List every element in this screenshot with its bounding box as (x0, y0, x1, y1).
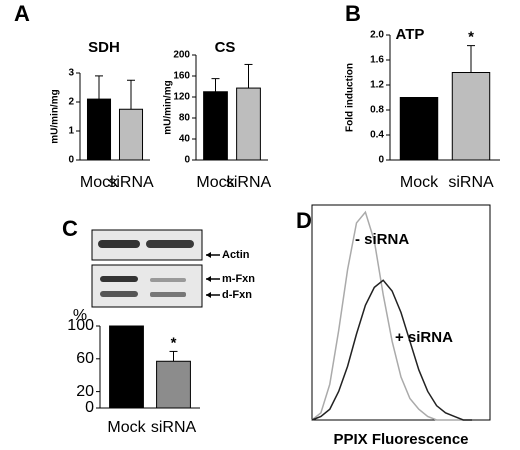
y-tick-label: 40 (179, 134, 191, 145)
y-tick-label: 0 (85, 399, 94, 416)
chart-title: SDH (88, 39, 120, 56)
significance-mark: * (171, 334, 177, 351)
arrow-head (206, 252, 211, 258)
blot-band (150, 292, 186, 297)
y-tick-label: 2.0 (370, 30, 384, 41)
y-tick-label: 60 (76, 350, 94, 367)
y-tick-label: 200 (173, 50, 190, 61)
blot-band (100, 291, 138, 297)
y-tick-label: 1.2 (370, 80, 384, 91)
panel-letter: B (345, 1, 361, 26)
y-tick-label: 20 (76, 383, 94, 400)
y-tick-label: 80 (179, 113, 191, 124)
x-tick-label: siRNA (448, 174, 494, 191)
x-tick-label: Mock (400, 174, 439, 191)
blot-label: m-Fxn (222, 273, 255, 285)
y-tick-label: 0.8 (370, 105, 384, 116)
blot-band (100, 276, 138, 282)
bar (118, 108, 144, 161)
x-tick-label: Mock (196, 174, 235, 191)
y-tick-label: 100 (67, 317, 94, 334)
y-axis-label: % (73, 307, 87, 324)
bar (451, 72, 491, 161)
y-axis-label: Fold induction (345, 63, 356, 132)
x-tick-label: Mock (107, 419, 146, 436)
y-tick-label: 160 (173, 71, 190, 82)
blot-band (146, 240, 194, 248)
chart-title: CS (215, 39, 236, 56)
y-tick-label: 120 (173, 92, 190, 103)
panel-letter: D (296, 208, 312, 233)
y-tick-label: 0 (378, 155, 384, 166)
bar (109, 325, 144, 409)
chart-title: ATP (396, 26, 425, 43)
series-label: + siRNA (395, 329, 453, 346)
bar (236, 87, 261, 161)
histogram-line (311, 210, 473, 421)
bar (399, 97, 439, 161)
blot-band (98, 240, 140, 248)
blot-label: Actin (222, 249, 250, 261)
y-axis-label: mU/min/mg (50, 89, 61, 143)
x-tick-label: siRNA (151, 419, 197, 436)
bar (156, 360, 191, 409)
plot-frame (311, 204, 491, 421)
y-tick-label: 0 (68, 155, 74, 166)
y-tick-label: 1.6 (370, 55, 384, 66)
blot-label: d-Fxn (222, 289, 252, 301)
y-tick-label: 0 (184, 155, 190, 166)
bar (203, 91, 228, 161)
bar (86, 98, 112, 161)
x-tick-label: siRNA (108, 174, 154, 191)
panel-letter: C (62, 216, 78, 241)
y-tick-label: 3 (68, 68, 74, 79)
x-tick-label: siRNA (226, 174, 272, 191)
y-tick-label: 1 (68, 126, 74, 137)
significance-mark: * (468, 29, 474, 46)
blot-frame (91, 264, 203, 308)
y-axis-label: mU/min/mg (163, 80, 174, 134)
arrow-head (206, 276, 211, 282)
y-tick-label: 2 (68, 97, 74, 108)
histogram-line (311, 279, 473, 421)
x-axis-label: PPIX Fluorescence (333, 431, 468, 448)
panel-letter: A (14, 1, 30, 26)
x-tick-label: Mock (80, 174, 119, 191)
y-tick-label: 0.4 (370, 130, 384, 141)
arrow-head (206, 292, 211, 298)
blot-band (150, 278, 186, 282)
series-label: - siRNA (355, 231, 409, 248)
